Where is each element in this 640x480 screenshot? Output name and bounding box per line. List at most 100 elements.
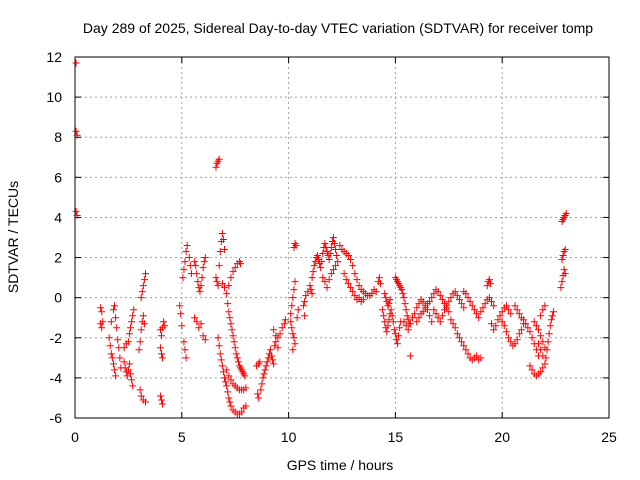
data-point (309, 268, 317, 276)
data-point (223, 290, 231, 298)
data-point (294, 306, 302, 314)
data-point (317, 264, 325, 272)
data-point (217, 356, 225, 364)
data-point (109, 306, 117, 314)
data-point (530, 318, 538, 326)
data-point (526, 328, 534, 336)
data-point (520, 316, 528, 324)
data-point (477, 354, 485, 362)
data-point (382, 294, 390, 302)
data-point (502, 328, 510, 336)
data-point (396, 324, 404, 332)
data-point (403, 312, 411, 320)
data-point (301, 298, 309, 306)
data-point (326, 250, 334, 258)
data-point (310, 262, 318, 270)
x-axis-label: GPS time / hours (287, 457, 394, 473)
data-point (511, 340, 519, 348)
data-point (266, 346, 274, 354)
data-point (221, 246, 229, 254)
data-point (129, 382, 137, 390)
data-point (141, 270, 149, 278)
data-point (113, 324, 121, 332)
data-point (332, 262, 340, 270)
data-point (517, 326, 525, 334)
data-point (225, 372, 233, 380)
data-point (237, 260, 245, 268)
data-point (460, 342, 468, 350)
data-point (276, 330, 284, 338)
data-point (225, 394, 233, 402)
data-point (351, 292, 359, 300)
data-point (399, 290, 407, 298)
data-point (477, 308, 485, 316)
data-point (185, 254, 193, 262)
data-point (447, 316, 455, 324)
data-point (426, 298, 434, 306)
data-point (441, 306, 449, 314)
data-point (227, 320, 235, 328)
data-point (137, 294, 145, 302)
data-point (492, 322, 500, 330)
data-point (349, 288, 357, 296)
data-point (464, 350, 472, 358)
data-point (262, 362, 270, 370)
data-point (193, 318, 201, 326)
data-point (381, 318, 389, 326)
data-point (106, 342, 114, 350)
data-point (289, 294, 297, 302)
data-point (400, 294, 408, 302)
data-point (353, 276, 361, 284)
data-point (229, 268, 237, 276)
data-point (381, 290, 389, 298)
data-point (398, 286, 406, 294)
data-point (73, 131, 81, 139)
data-point (138, 288, 146, 296)
data-point (259, 374, 267, 382)
data-point (183, 242, 191, 250)
data-point (72, 207, 80, 215)
data-point (287, 310, 295, 318)
data-point (288, 302, 296, 310)
data-point (390, 326, 398, 334)
data-point (215, 262, 223, 270)
y-tick-label: -6 (50, 410, 63, 426)
data-point (255, 394, 263, 402)
data-point (223, 366, 231, 374)
data-point (528, 334, 536, 342)
x-tick-label: 5 (178, 429, 186, 445)
data-point (436, 318, 444, 326)
data-point (241, 372, 249, 380)
data-point (541, 302, 549, 310)
data-point (323, 284, 331, 292)
data-point (291, 278, 299, 286)
data-point (227, 274, 235, 282)
data-point (464, 294, 472, 302)
data-points (72, 59, 570, 418)
data-point (308, 274, 316, 282)
data-point (347, 284, 355, 292)
data-point (216, 248, 224, 256)
data-point (182, 354, 190, 362)
data-point (447, 294, 455, 302)
data-point (139, 282, 147, 290)
data-point (289, 330, 297, 338)
data-point (359, 296, 367, 304)
data-point (182, 248, 190, 256)
data-point (213, 278, 221, 286)
data-point (292, 242, 300, 250)
data-point (226, 398, 234, 406)
data-point (546, 322, 554, 330)
data-point (272, 332, 280, 340)
data-point (426, 312, 434, 320)
data-point (329, 266, 337, 274)
data-point (72, 59, 80, 67)
data-point (325, 256, 333, 264)
data-point (486, 280, 494, 288)
data-point (136, 338, 144, 346)
data-point (201, 336, 209, 344)
data-point (355, 282, 363, 290)
data-point (158, 396, 166, 404)
data-point (404, 326, 412, 334)
data-point (436, 292, 444, 300)
